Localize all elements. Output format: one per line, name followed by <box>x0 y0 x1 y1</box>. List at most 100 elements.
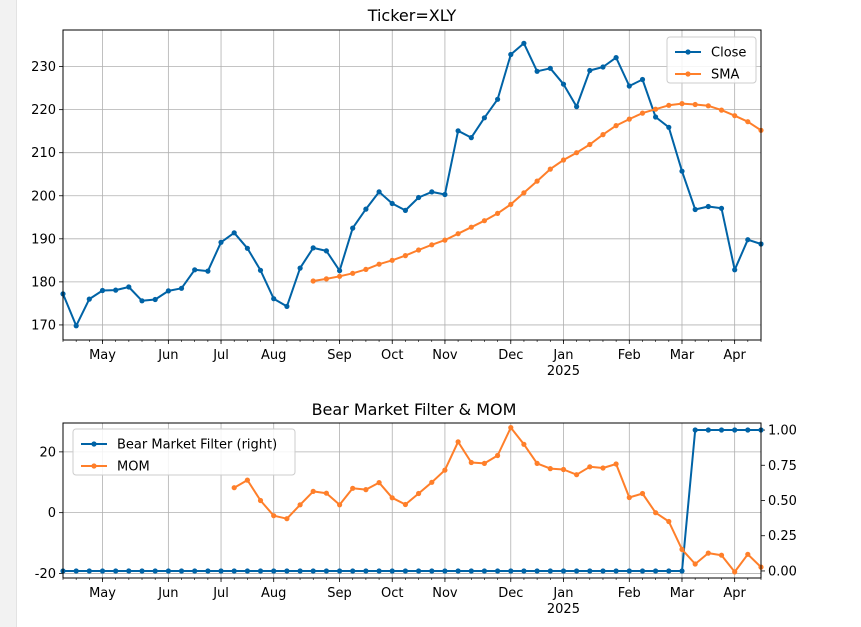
data-point <box>481 568 487 574</box>
data-point <box>692 206 698 213</box>
data-point <box>284 568 290 574</box>
data-point <box>244 568 250 574</box>
data-point <box>718 427 725 433</box>
data-point <box>297 502 303 508</box>
x-tick-label: Jul <box>212 586 229 601</box>
data-point <box>389 495 395 501</box>
series-line-close <box>62 42 762 327</box>
legend-label: Bear Market Filter (right) <box>117 438 277 453</box>
data-point <box>442 191 448 198</box>
data-point <box>534 460 540 466</box>
y2-tick-label: 0.00 <box>768 564 797 579</box>
data-point <box>152 568 158 574</box>
data-point <box>337 268 343 274</box>
x-tick-label: Dec <box>498 586 523 601</box>
data-point <box>481 115 487 121</box>
data-point <box>257 497 264 504</box>
legend-swatch-marker <box>685 71 691 77</box>
legend-box <box>666 36 757 84</box>
data-point <box>389 200 395 207</box>
data-point <box>587 67 593 74</box>
data-point <box>626 494 632 501</box>
data-point <box>495 210 501 216</box>
data-point <box>310 568 316 574</box>
data-point <box>745 119 751 125</box>
data-point <box>587 464 593 470</box>
data-point <box>468 459 474 466</box>
data-point <box>323 276 329 282</box>
y-tick-label: 180 <box>31 275 56 290</box>
data-point <box>508 51 514 58</box>
data-point <box>653 568 659 574</box>
data-point <box>323 490 329 496</box>
data-point <box>113 287 119 293</box>
data-point <box>666 568 672 574</box>
data-point <box>113 568 119 574</box>
data-point <box>679 568 685 574</box>
data-point <box>521 568 527 574</box>
data-point <box>231 230 237 236</box>
data-point <box>613 123 619 129</box>
data-point <box>613 568 619 574</box>
data-point <box>587 568 593 574</box>
data-point <box>653 510 659 516</box>
data-point <box>481 460 487 466</box>
left-panel-gutter <box>0 0 17 627</box>
data-point <box>732 113 738 119</box>
y-tick-label: 220 <box>31 103 56 118</box>
data-point <box>178 568 185 574</box>
data-point <box>376 480 382 486</box>
data-point <box>323 568 329 574</box>
data-point <box>416 568 422 574</box>
data-point <box>455 231 461 237</box>
data-point <box>363 266 369 272</box>
data-point <box>666 124 672 130</box>
data-point <box>574 568 580 574</box>
data-point <box>495 568 501 574</box>
data-point <box>165 568 171 574</box>
data-point <box>692 101 698 108</box>
data-point <box>244 245 250 251</box>
x-tick-label: Apr <box>723 586 746 601</box>
y2-tick-label: 0.75 <box>768 459 797 474</box>
data-point <box>560 568 567 574</box>
data-point <box>402 501 408 508</box>
data-point <box>521 190 527 196</box>
data-point <box>402 568 408 574</box>
x-tick-label: Apr <box>723 348 746 363</box>
data-point <box>718 205 725 211</box>
data-point <box>337 273 343 279</box>
data-point <box>468 568 474 574</box>
data-point <box>705 203 711 210</box>
data-point <box>416 247 422 253</box>
data-point <box>99 287 106 294</box>
legend-box <box>72 428 296 476</box>
data-point <box>402 207 408 213</box>
data-point <box>350 568 356 574</box>
data-point <box>626 568 632 574</box>
data-point <box>192 267 198 273</box>
x-tick-label: Jan <box>552 586 573 601</box>
data-point <box>547 568 553 574</box>
data-point <box>429 568 435 574</box>
data-point <box>534 68 540 74</box>
data-point <box>126 568 132 574</box>
data-point <box>363 206 369 212</box>
data-point <box>692 561 698 567</box>
y-tick-label: 230 <box>31 60 56 75</box>
x-tick-label: Mar <box>670 348 695 363</box>
x-tick-label: Jun <box>157 348 178 363</box>
data-point <box>705 103 711 109</box>
x-tick-label: Mar <box>670 586 695 601</box>
data-point <box>639 490 646 497</box>
y-tick-label: 210 <box>31 146 56 161</box>
y-tick-label: -20 <box>35 567 56 582</box>
x-tick-label: Jan <box>552 348 573 363</box>
chart-title-bottom: Bear Market Filter & MOM <box>312 400 517 419</box>
data-point <box>574 104 580 110</box>
data-point <box>297 265 303 271</box>
data-point <box>547 166 553 172</box>
data-point <box>666 518 672 525</box>
data-point <box>205 568 211 574</box>
x-tick-label: Nov <box>432 348 458 363</box>
